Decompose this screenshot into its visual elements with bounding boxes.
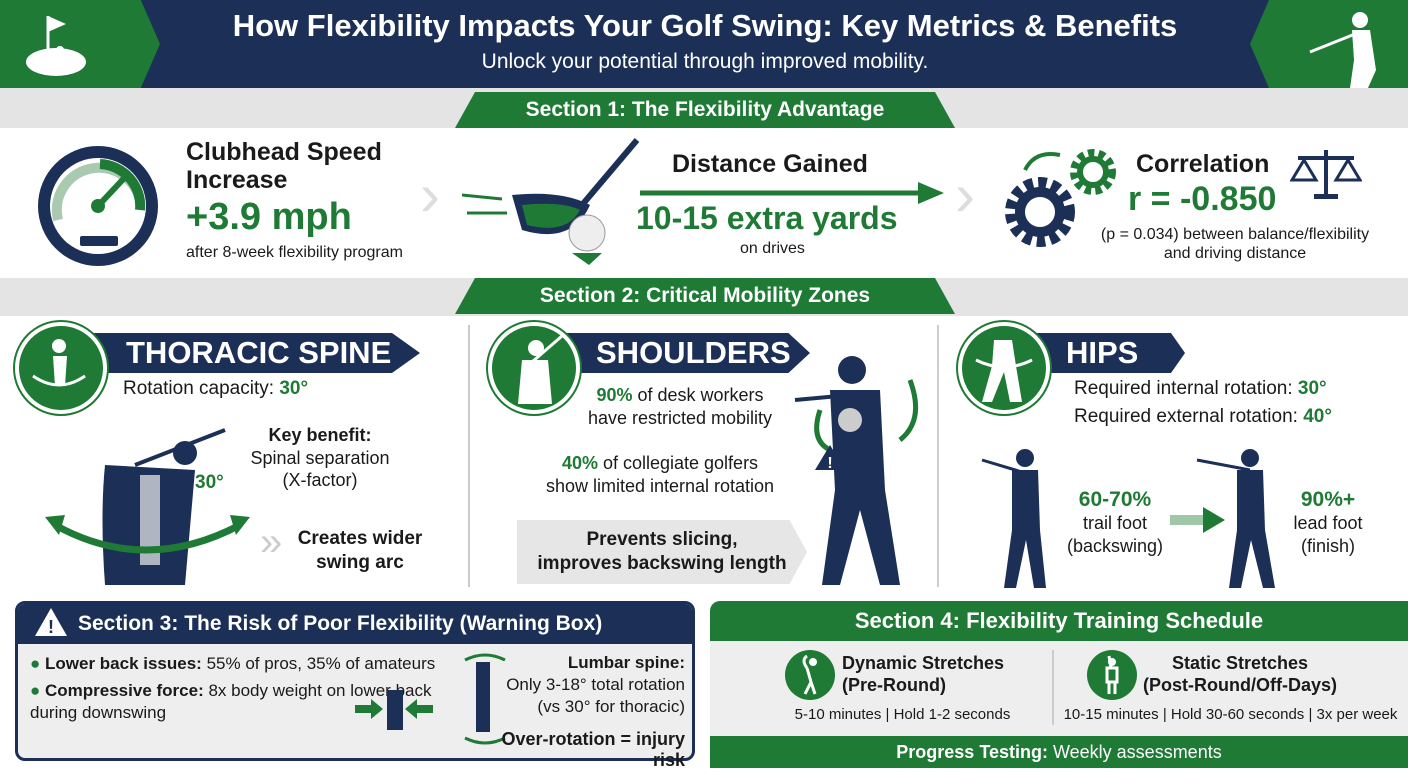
- speed-label: Clubhead Speed Increase: [186, 138, 382, 194]
- speedometer-icon: [38, 146, 158, 266]
- bullet-compressive: ● Compressive force: 8x body weight on l…: [30, 681, 432, 722]
- thoracic-benefit-1: Spinal separation: [250, 448, 390, 468]
- warning-box: Section 3: The Risk of Poor Flexibility …: [15, 601, 695, 761]
- static-detail: 10-15 minutes | Hold 30-60 seconds | 3x …: [1063, 706, 1398, 723]
- lumbar-spine-icon: [464, 653, 506, 745]
- thoracic-capacity: Rotation capacity: 30°: [123, 378, 309, 399]
- lead-foot: 90%+ lead foot (finish): [1293, 488, 1363, 556]
- dynamic-title: Dynamic Stretches (Pre-Round): [842, 653, 1005, 695]
- svg-text:!: !: [827, 455, 832, 472]
- correlation-note-2: and driving distance: [1163, 245, 1307, 262]
- golf-club-ball-icon: [462, 138, 640, 265]
- dynamic-stretch-icon: [785, 650, 835, 700]
- gears-icon: [1005, 149, 1116, 247]
- scales-icon: [1290, 150, 1362, 199]
- shoulders-benefit: Prevents slicing, improves backswing leng…: [517, 520, 807, 584]
- shoulders-stat-1: 90% of desk workers have restricted mobil…: [587, 385, 773, 428]
- header-banner: [0, 0, 1408, 88]
- thoracic-result: Creates wider swing arc: [297, 528, 423, 573]
- golfer-silhouette-icon: [1309, 12, 1376, 88]
- correlation-value: r = -0.850: [1128, 180, 1277, 218]
- speed-value: +3.9 mph: [186, 196, 352, 238]
- distance-note: on drives: [740, 240, 805, 257]
- section1-title: Section 1: The Flexibility Advantage: [455, 92, 955, 128]
- thoracic-angle: 30°: [195, 472, 224, 493]
- divider: [468, 325, 470, 587]
- compressed-vertebrae-icon: [355, 690, 433, 730]
- lumbar-info: Lumbar spine: Only 3-18° total rotation (v…: [506, 653, 685, 716]
- arrow-icon: [640, 182, 944, 204]
- progress-testing: Progress Testing: Weekly assessments: [710, 736, 1408, 768]
- thoracic-benefit-2: (X-factor): [282, 470, 358, 490]
- correlation-label: Correlation: [1136, 150, 1270, 178]
- chevron-icon: »: [260, 520, 283, 564]
- trail-foot: 60-70% trail foot (backswing): [1066, 488, 1164, 556]
- chevron-divider: ›: [420, 161, 440, 228]
- header-right-chevron: [1250, 0, 1408, 88]
- hips-icon: [958, 322, 1050, 414]
- distance-label: Distance Gained: [672, 150, 868, 178]
- thoracic-title: THORACIC SPINE: [70, 333, 420, 373]
- section4-title: Section 4: Flexibility Training Schedule: [710, 601, 1408, 641]
- svg-text:!: !: [48, 617, 54, 637]
- hips-internal: Required internal rotation: 30°: [1074, 378, 1327, 399]
- arrow-icon: [1170, 507, 1225, 533]
- chevron-divider-2: ›: [955, 161, 975, 228]
- lead-golfer-figure: [1196, 449, 1275, 588]
- header-left-chevron: [0, 0, 160, 88]
- thoracic-benefit-label: Key benefit:: [268, 425, 372, 445]
- speed-note: after 8-week flexibility program: [186, 244, 403, 261]
- static-title: Static Stretches (Post-Round/Off-Days): [1143, 653, 1337, 695]
- divider: [937, 325, 939, 587]
- warning-icon: !: [35, 608, 67, 637]
- shoulders-icon: [488, 322, 580, 414]
- page-subtitle: Unlock your potential through improved m…: [481, 50, 929, 73]
- static-stretch-icon: [1087, 650, 1137, 700]
- bullet-lower-back: ● Lower back issues: 55% of pros, 35% of…: [30, 654, 436, 673]
- shoulders-title: SHOULDERS: [540, 333, 810, 373]
- correlation-note-1: (p = 0.034) between balance/flexibility: [1100, 226, 1370, 243]
- shoulders-stat-2: 40% of collegiate golfers show limited in…: [545, 453, 775, 496]
- hips-external: Required external rotation: 40°: [1074, 406, 1332, 427]
- distance-value: 10-15 extra yards: [636, 200, 898, 236]
- shoulders-golfer-figure: !: [794, 356, 919, 585]
- dynamic-detail: 5-10 minutes | Hold 1-2 seconds: [794, 706, 1011, 723]
- thoracic-icon: [15, 322, 107, 414]
- golf-flag-icon: [26, 16, 86, 76]
- injury-risk: Over-rotation = injury risk: [501, 729, 685, 770]
- section2-title: Section 2: Critical Mobility Zones: [455, 278, 955, 314]
- trail-golfer-figure: [981, 449, 1046, 588]
- thoracic-golfer-figure: [45, 428, 250, 585]
- page-title: How Flexibility Impacts Your Golf Swing:…: [232, 8, 1178, 43]
- divider: [1052, 650, 1054, 725]
- section3-title: Section 3: The Risk of Poor Flexibility …: [18, 604, 692, 644]
